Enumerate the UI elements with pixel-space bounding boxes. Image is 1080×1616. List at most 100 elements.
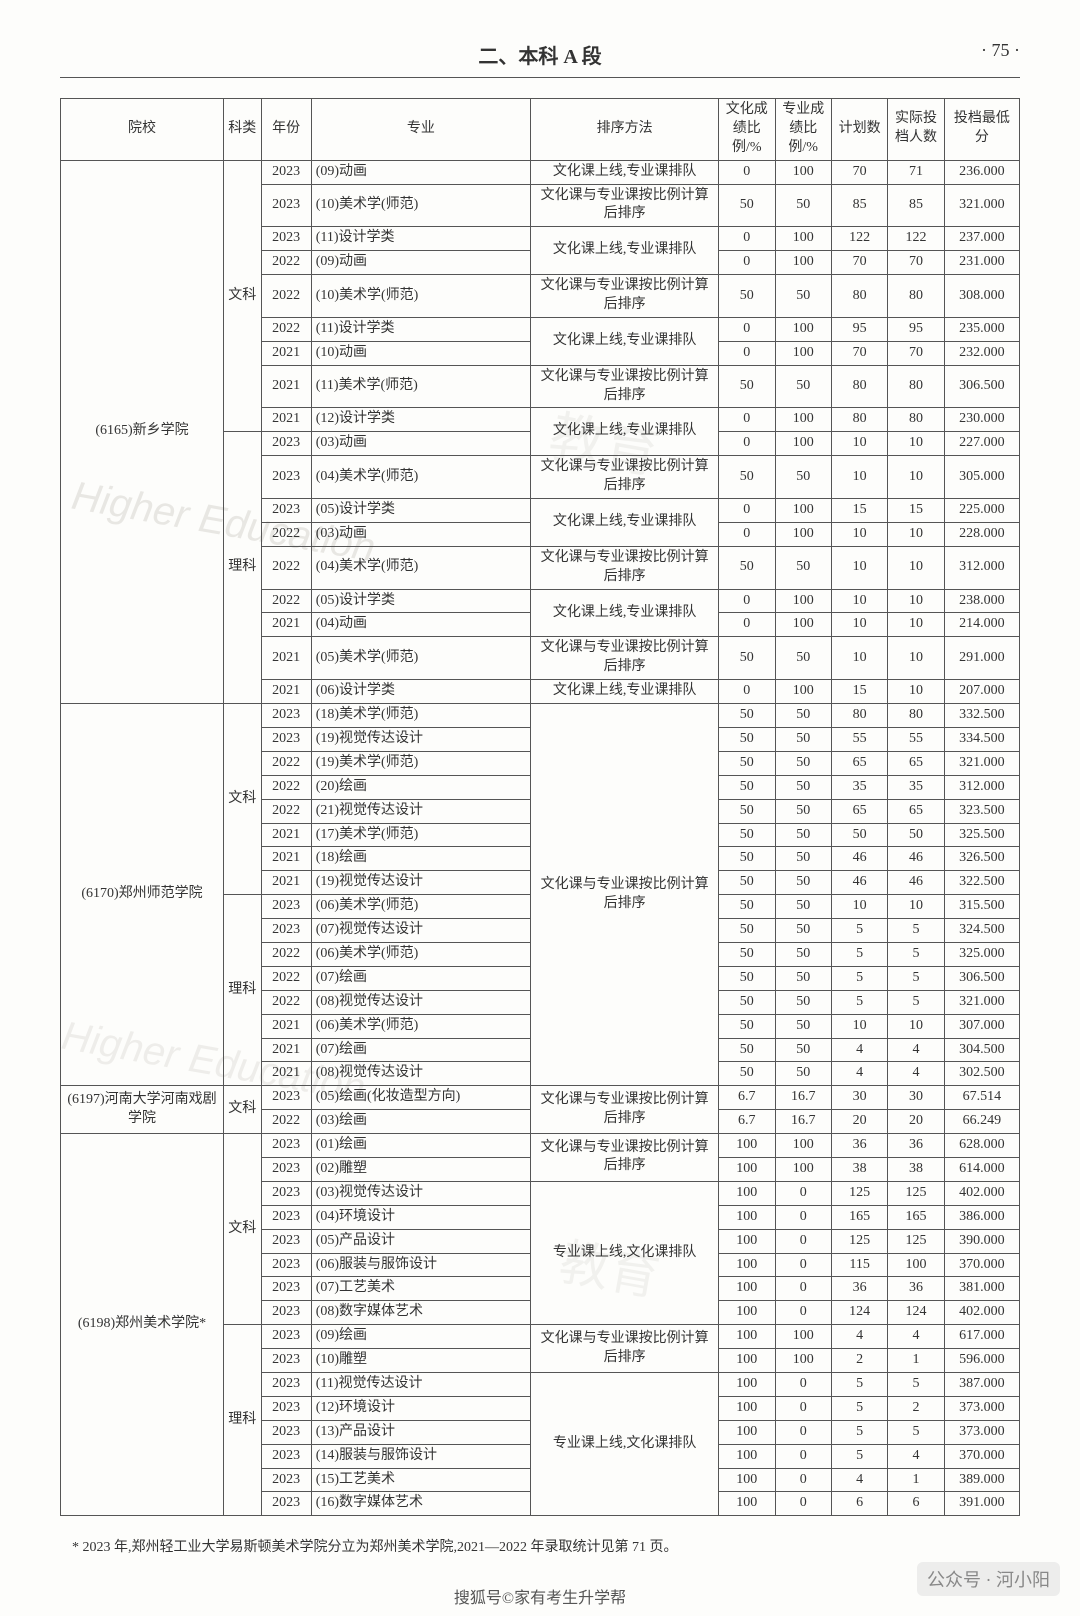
act-cell: 10 [888,522,944,546]
score-cell: 237.000 [944,227,1019,251]
act-cell: 1 [888,1349,944,1373]
major-cell: (05)设计学类 [311,589,530,613]
plan-cell: 36 [831,1277,887,1301]
major-cell: (03)动画 [311,432,530,456]
act-cell: 4 [888,1325,944,1349]
col-major: 专业 [311,99,530,161]
zy-cell: 50 [775,871,831,895]
major-cell: (04)环境设计 [311,1205,530,1229]
score-cell: 326.500 [944,847,1019,871]
act-cell: 100 [888,1253,944,1277]
zy-cell: 50 [775,919,831,943]
zy-cell: 50 [775,546,831,589]
plan-cell: 80 [831,365,887,408]
sort-cell: 文化课与专业课按比例计算后排序 [531,1325,719,1373]
major-cell: (19)美术学(师范) [311,751,530,775]
plan-cell: 85 [831,184,887,227]
year-cell: 2021 [261,408,311,432]
zy-cell: 100 [775,408,831,432]
act-cell: 125 [888,1229,944,1253]
act-cell: 10 [888,546,944,589]
year-cell: 2022 [261,522,311,546]
major-cell: (02)雕塑 [311,1157,530,1181]
zy-cell: 0 [775,1301,831,1325]
plan-cell: 80 [831,275,887,318]
major-cell: (07)绘画 [311,1038,530,1062]
wh-cell: 50 [719,990,775,1014]
score-cell: 402.000 [944,1301,1019,1325]
major-cell: (12)设计学类 [311,408,530,432]
major-cell: (11)设计学类 [311,317,530,341]
zy-cell: 100 [775,680,831,704]
wh-cell: 50 [719,919,775,943]
year-cell: 2023 [261,1325,311,1349]
act-cell: 15 [888,499,944,523]
col-sort: 排序方法 [531,99,719,161]
plan-cell: 125 [831,1181,887,1205]
year-cell: 2023 [261,432,311,456]
plan-cell: 38 [831,1157,887,1181]
score-cell: 232.000 [944,341,1019,365]
plan-cell: 50 [831,823,887,847]
school-cell: (6197)河南大学河南戏剧学院 [61,1086,224,1134]
zy-cell: 16.7 [775,1110,831,1134]
wh-cell: 50 [719,546,775,589]
act-cell: 80 [888,275,944,318]
act-cell: 5 [888,990,944,1014]
col-plan: 计划数 [831,99,887,161]
wh-cell: 0 [719,227,775,251]
major-cell: (11)视觉传达设计 [311,1372,530,1396]
wh-cell: 0 [719,160,775,184]
wh-cell: 50 [719,799,775,823]
score-cell: 67.514 [944,1086,1019,1110]
wh-cell: 50 [719,637,775,680]
zy-cell: 100 [775,251,831,275]
col-year: 年份 [261,99,311,161]
act-cell: 36 [888,1277,944,1301]
wh-cell: 100 [719,1492,775,1516]
plan-cell: 115 [831,1253,887,1277]
major-cell: (12)环境设计 [311,1396,530,1420]
sort-cell: 文化课上线,专业课排队 [531,227,719,275]
sort-cell: 文化课与专业课按比例计算后排序 [531,456,719,499]
plan-cell: 4 [831,1468,887,1492]
zy-cell: 50 [775,990,831,1014]
zy-cell: 50 [775,775,831,799]
year-cell: 2021 [261,680,311,704]
year-cell: 2023 [261,1253,311,1277]
zy-cell: 50 [775,704,831,728]
year-cell: 2023 [261,1444,311,1468]
wh-cell: 100 [719,1349,775,1373]
year-cell: 2023 [261,1229,311,1253]
major-cell: (19)视觉传达设计 [311,871,530,895]
year-cell: 2021 [261,823,311,847]
year-cell: 2021 [261,341,311,365]
sort-cell: 文化课上线,专业课排队 [531,408,719,456]
act-cell: 36 [888,1134,944,1158]
score-cell: 308.000 [944,275,1019,318]
score-cell: 617.000 [944,1325,1019,1349]
major-cell: (17)美术学(师范) [311,823,530,847]
sort-cell: 文化课上线,专业课排队 [531,499,719,547]
major-cell: (06)服装与服饰设计 [311,1253,530,1277]
col-subject: 科类 [223,99,261,161]
wh-cell: 0 [719,317,775,341]
score-cell: 325.000 [944,942,1019,966]
major-cell: (06)美术学(师范) [311,942,530,966]
year-cell: 2023 [261,1492,311,1516]
score-cell: 373.000 [944,1420,1019,1444]
zy-cell: 50 [775,1038,831,1062]
school-cell: (6198)郑州美术学院* [61,1134,224,1516]
major-cell: (19)视觉传达设计 [311,727,530,751]
channel-badge: 公众号 · 河小阳 [917,1562,1060,1596]
wh-cell: 50 [719,966,775,990]
score-cell: 389.000 [944,1468,1019,1492]
score-cell: 231.000 [944,251,1019,275]
wh-cell: 0 [719,522,775,546]
plan-cell: 10 [831,456,887,499]
plan-cell: 55 [831,727,887,751]
major-cell: (05)设计学类 [311,499,530,523]
act-cell: 65 [888,751,944,775]
plan-cell: 5 [831,919,887,943]
score-cell: 302.500 [944,1062,1019,1086]
